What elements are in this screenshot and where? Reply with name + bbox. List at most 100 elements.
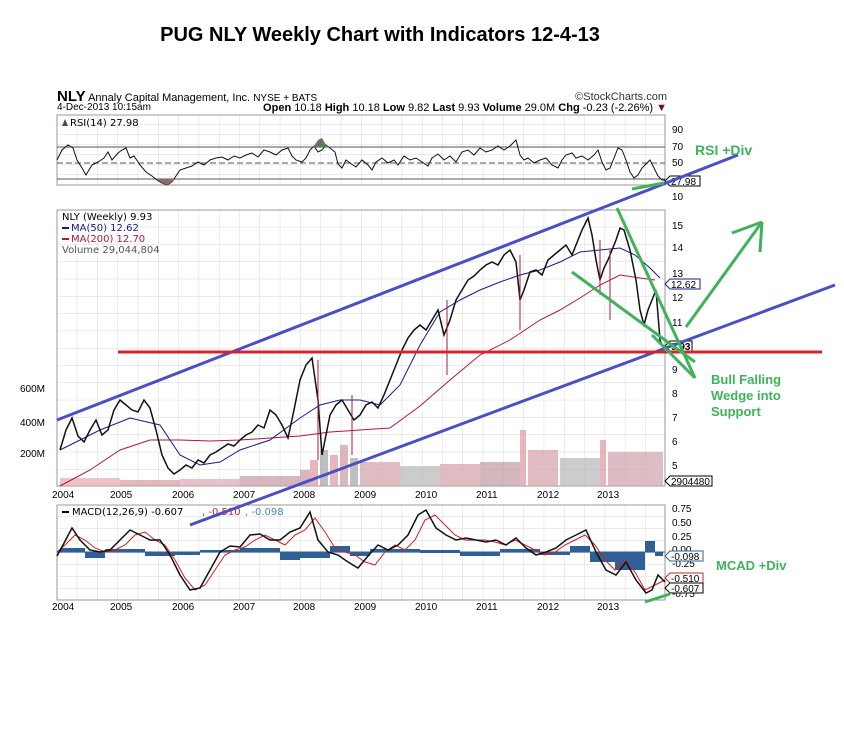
volume-axis: 600M 400M 200M xyxy=(20,384,45,460)
svg-text:2007: 2007 xyxy=(233,490,256,501)
volume-value-tag: 2904480 xyxy=(664,475,713,488)
chart-header-row1: NLY Annaly Capital Management, Inc. NYSE… xyxy=(57,88,667,105)
breakout-arrow-head-a xyxy=(731,220,763,235)
page-title: PUG NLY Weekly Chart with Indicators 12-… xyxy=(160,24,600,46)
down-arrow-icon: ▼ xyxy=(656,102,667,114)
price-legend: NLY (Weekly) 9.93 MA(50) 12.62 MA(200) 1… xyxy=(62,212,160,256)
low-value: 9.82 xyxy=(408,102,430,114)
svg-text:2008: 2008 xyxy=(293,490,316,501)
volume-label: Volume xyxy=(482,102,522,114)
svg-text:2011: 2011 xyxy=(476,602,498,613)
macd-value-tag: -0.607 xyxy=(664,582,704,595)
svg-text:-0.75: -0.75 xyxy=(672,589,695,600)
svg-text:, -0.098: , -0.098 xyxy=(245,507,284,518)
macd-line xyxy=(56,508,666,594)
breakout-arrow-head-b xyxy=(758,221,764,253)
chg-value: -0.23 (-2.26%) xyxy=(582,102,654,114)
rsi-icon xyxy=(62,119,68,126)
x-axis-bottom: 2004 2005 2006 2007 2008 2009 2010 2011 … xyxy=(52,602,620,613)
svg-text:-0.25: -0.25 xyxy=(672,559,695,570)
upper-channel-line xyxy=(56,153,739,422)
quote-summary: Open 10.18 High 10.18 Low 9.82 Last 9.93… xyxy=(263,102,667,114)
wedge-annotation: Bull Falling Wedge into Support xyxy=(711,372,781,420)
svg-text:2011: 2011 xyxy=(476,490,498,501)
low-label: Low xyxy=(382,102,405,114)
svg-text:-0.098: -0.098 xyxy=(671,552,700,563)
company-name: Annaly Capital Management, Inc. xyxy=(88,92,251,104)
svg-text:12: 12 xyxy=(672,293,684,304)
svg-text:0.50: 0.50 xyxy=(672,518,692,529)
svg-text:70: 70 xyxy=(672,142,684,153)
svg-text:90: 90 xyxy=(672,125,684,136)
rsi-panel: RSI(14) 27.98 90 70 50 10 27.98 xyxy=(56,114,701,203)
symbol: NLY xyxy=(57,88,86,105)
wedge-lower-line xyxy=(571,270,696,364)
svg-text:14: 14 xyxy=(672,243,684,254)
open-label: Open xyxy=(263,102,292,114)
macd-panel: MACD(12,26,9) -0.607 , -0.510 , -0.098 0… xyxy=(56,504,704,601)
volume-bars xyxy=(60,430,663,486)
chart-header-row2: 4-Dec-2013 10:15am Open 10.18 High 10.18… xyxy=(57,102,667,114)
svg-text:5: 5 xyxy=(672,461,678,472)
ma50-legend-label: MA(50) 12.62 xyxy=(71,223,139,234)
svg-text:13: 13 xyxy=(672,269,684,280)
macd-signal-tag: -0.510 xyxy=(664,572,704,585)
wedge-arrow-line xyxy=(650,333,697,380)
open-value: 10.18 xyxy=(294,102,322,114)
svg-text:10: 10 xyxy=(672,192,684,203)
volume-legend-label: Volume 29,044,804 xyxy=(62,245,160,256)
svg-text:0.25: 0.25 xyxy=(672,532,692,543)
price-panel: NLY (Weekly) 9.93 MA(50) 12.62 MA(200) 1… xyxy=(20,209,713,488)
svg-text:2009: 2009 xyxy=(354,602,377,613)
volume-value: 29.0M xyxy=(524,102,556,114)
macd-signal-line xyxy=(56,514,666,591)
macd-divergence-annotation: MCAD +Div xyxy=(716,558,787,573)
high-label: High xyxy=(324,102,350,114)
high-value: 10.18 xyxy=(352,102,380,114)
rsi-axis: 90 70 50 10 xyxy=(672,125,684,203)
svg-text:-0.607: -0.607 xyxy=(671,584,700,595)
svg-text:2006: 2006 xyxy=(172,490,195,501)
svg-text:2013: 2013 xyxy=(597,602,620,613)
svg-text:MACD(12,26,9) -0.607: MACD(12,26,9) -0.607 xyxy=(72,507,183,518)
svg-text:2012: 2012 xyxy=(537,490,560,501)
svg-text:2004: 2004 xyxy=(52,602,75,613)
last-value: 9.93 xyxy=(458,102,480,114)
svg-text:2012: 2012 xyxy=(537,602,560,613)
svg-text:RSI(14) 27.98: RSI(14) 27.98 xyxy=(70,118,139,129)
source-credit: ©StockCharts.com xyxy=(575,91,667,103)
ma50-value-tag: 12.62 xyxy=(664,278,701,291)
svg-text:50: 50 xyxy=(672,158,684,169)
price-legend-label: NLY (Weekly) 9.93 xyxy=(62,212,152,223)
price-wicks xyxy=(317,240,611,460)
last-label: Last xyxy=(432,102,456,114)
datetime: 4-Dec-2013 10:15am xyxy=(57,102,151,113)
wedge-annotation-line3: Support xyxy=(711,404,761,419)
svg-text:9: 9 xyxy=(672,365,678,376)
rsi-oversold-fill xyxy=(157,179,176,185)
svg-text:6: 6 xyxy=(672,437,678,448)
svg-text:0.75: 0.75 xyxy=(672,504,692,515)
rsi-divergence-line xyxy=(631,181,665,191)
x-axis-top: 2004 2005 2006 2007 2008 2009 2010 2011 … xyxy=(52,490,620,501)
svg-text:7: 7 xyxy=(672,413,678,424)
price-axis: 15 14 13 12 11 9 8 7 6 5 xyxy=(672,221,684,472)
price-line xyxy=(59,215,665,475)
svg-text:2005: 2005 xyxy=(110,602,133,613)
svg-text:2010: 2010 xyxy=(415,602,438,613)
macd-histogram xyxy=(60,541,663,570)
wedge-upper-line xyxy=(615,207,697,379)
svg-text:2009: 2009 xyxy=(354,490,377,501)
svg-text:12.62: 12.62 xyxy=(671,280,696,291)
macd-legend: MACD(12,26,9) -0.607 , -0.510 , -0.098 xyxy=(62,507,284,518)
macd-hist-tag: -0.098 xyxy=(664,550,704,563)
svg-text:11: 11 xyxy=(672,318,683,329)
svg-text:-0.510: -0.510 xyxy=(671,574,700,585)
svg-text:2013: 2013 xyxy=(597,490,620,501)
trend-annotations xyxy=(56,153,836,604)
svg-text:2904480: 2904480 xyxy=(671,477,710,488)
svg-text:2005: 2005 xyxy=(110,490,133,501)
breakout-arrow-shaft xyxy=(684,221,764,328)
svg-text:8: 8 xyxy=(672,389,678,400)
